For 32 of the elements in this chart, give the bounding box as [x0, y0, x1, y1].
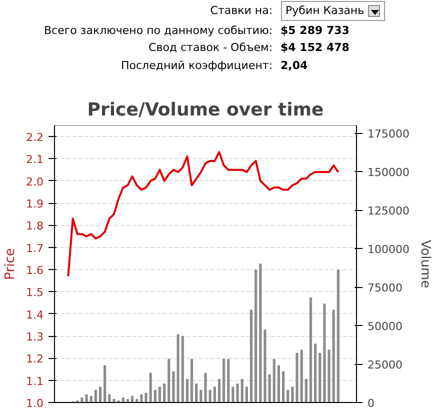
y2-axis-title: Volume: [417, 240, 432, 288]
y2-tick-label: 25000: [368, 358, 402, 372]
y2-tick-label: 0: [368, 397, 374, 410]
y2-tick-label: 100000: [368, 243, 410, 256]
y2-tick-label: 175000: [368, 128, 410, 141]
y-tick-label: 1.5: [26, 286, 44, 300]
y-tick-label: 1.6: [26, 264, 44, 278]
text: Всего заключено по данному событию:: [43, 22, 274, 39]
text: 2,04: [280, 59, 308, 72]
y-tick-label: 2.1: [26, 153, 44, 166]
y-tick-label: 2.0: [26, 175, 44, 188]
y-tick-label: 1.4: [26, 308, 44, 322]
y2-tick-label: 150000: [368, 166, 410, 180]
text: Рубин Казань: [280, 1, 385, 21]
y-tick-label: 1.1: [26, 374, 44, 388]
y2-tick-label: 50000: [368, 320, 402, 334]
y-tick-label: 1.0: [26, 397, 44, 410]
chart-title: Price/Volume over time: [87, 100, 324, 120]
y-axis-title: Price: [3, 248, 18, 280]
text: Свод ставок - Объем:: [148, 40, 274, 56]
y2-tick-label: 75000: [368, 282, 402, 295]
text: $5 289 733: [280, 24, 350, 37]
y-tick-label: 1.2: [26, 352, 44, 366]
y-tick-label: 1.7: [26, 242, 44, 255]
text: $4 152 478: [280, 41, 350, 54]
y-tick-label: 2.2: [26, 131, 44, 144]
y-tick-label: 1.3: [26, 330, 44, 344]
text: Последний коэффициент:: [120, 58, 274, 74]
text: Ставки на:: [209, 3, 274, 19]
y-tick-label: 1.9: [26, 198, 44, 211]
y2-tick-label: 125000: [368, 204, 410, 218]
y-tick-label: 1.8: [26, 220, 44, 233]
